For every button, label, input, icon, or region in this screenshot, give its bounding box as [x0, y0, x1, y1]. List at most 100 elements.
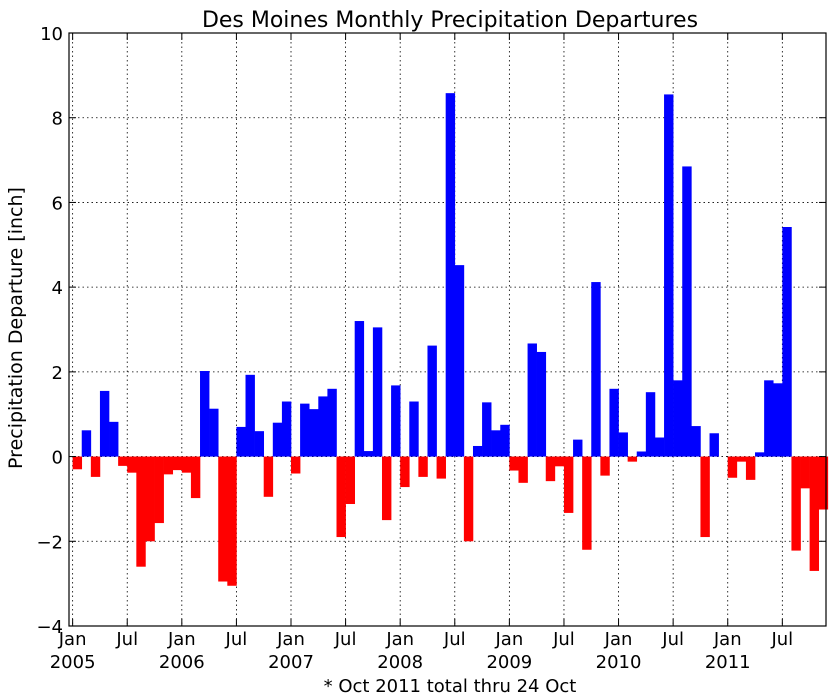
bar	[800, 456, 810, 489]
bar	[172, 456, 183, 471]
x-tick-year-label: 2008	[377, 652, 423, 673]
x-tick-label: Jan	[385, 629, 414, 650]
bar	[773, 383, 783, 457]
bar	[736, 456, 747, 462]
bar	[527, 343, 537, 457]
y-tick-label: 4	[52, 278, 63, 299]
bar	[709, 433, 719, 457]
bar	[218, 456, 228, 582]
bar	[536, 351, 547, 457]
y-tick-label: 10	[40, 24, 63, 45]
bar	[81, 430, 92, 457]
bar	[190, 456, 201, 499]
bar	[200, 371, 210, 457]
bar	[245, 374, 255, 457]
bar	[127, 456, 137, 473]
x-tick-label: Jul	[225, 629, 248, 650]
bar	[327, 388, 337, 457]
bar	[418, 456, 428, 477]
bar	[99, 390, 110, 457]
y-tick-label: 8	[52, 109, 63, 130]
bar	[573, 439, 583, 457]
x-tick-label: Jan	[58, 629, 87, 650]
bar	[209, 408, 219, 457]
bar	[627, 456, 638, 462]
bar	[700, 456, 710, 538]
bar	[554, 456, 565, 467]
plot-frame	[68, 32, 827, 627]
bar	[509, 456, 519, 471]
x-tick-label: Jan	[604, 629, 633, 650]
bar	[72, 456, 83, 470]
bar	[309, 409, 319, 457]
bar	[90, 456, 101, 477]
bar	[300, 403, 310, 457]
bar	[682, 166, 692, 457]
x-tick-year-label: 2009	[486, 652, 532, 673]
x-tick-year-label: 2007	[268, 652, 314, 673]
bar	[372, 327, 383, 457]
bar	[618, 432, 628, 457]
bar	[491, 430, 501, 457]
bar	[154, 456, 164, 524]
y-tick-label: −2	[36, 532, 63, 553]
bar	[645, 392, 656, 457]
x-tick-year-label: 2010	[596, 652, 642, 673]
bar	[336, 456, 346, 538]
bar	[136, 456, 146, 567]
y-tick-label: 6	[52, 193, 63, 214]
bars	[72, 93, 829, 586]
x-tick-year-label: 2006	[159, 652, 205, 673]
bar	[381, 456, 392, 521]
bar	[227, 456, 237, 586]
y-tick-label: 2	[52, 363, 63, 384]
y-axis-label: Precipitation Departure [inch]	[5, 187, 27, 469]
x-tick-label: Jan	[167, 629, 196, 650]
y-tick-label: −4	[36, 617, 63, 638]
bar	[400, 456, 410, 488]
bar	[472, 445, 483, 457]
bar	[518, 456, 528, 483]
bar	[145, 456, 155, 542]
axes	[68, 32, 827, 627]
bar	[691, 426, 701, 457]
bar	[673, 380, 683, 457]
bar	[363, 451, 374, 457]
bar	[664, 94, 674, 457]
chart-title: Des Moines Monthly Precipitation Departu…	[202, 8, 698, 33]
bar	[454, 265, 465, 457]
bar	[818, 456, 829, 510]
bar	[482, 402, 492, 457]
bar	[118, 456, 128, 466]
bar	[545, 456, 556, 482]
bar	[463, 456, 474, 542]
bar	[609, 388, 619, 457]
bar	[427, 345, 437, 457]
bar	[600, 456, 610, 476]
bar	[272, 422, 283, 457]
x-tick-label: Jan	[713, 629, 742, 650]
bar	[582, 456, 592, 550]
x-tick-label: Jan	[494, 629, 523, 650]
bar	[291, 456, 301, 474]
bar	[654, 437, 665, 457]
x-tick-label: Jul	[552, 629, 575, 650]
bar	[745, 456, 756, 480]
bar	[636, 451, 647, 457]
bar	[163, 456, 174, 475]
bar	[391, 385, 401, 457]
bar	[445, 93, 456, 457]
bar	[500, 424, 510, 457]
bar	[263, 456, 274, 497]
bar	[281, 401, 292, 457]
x-tick-label: Jul	[334, 629, 357, 650]
bar	[563, 456, 574, 513]
bar	[409, 401, 419, 457]
x-tick-label: Jul	[443, 629, 466, 650]
bar	[109, 421, 119, 457]
x-tick-label: Jul	[770, 629, 793, 650]
bar	[436, 456, 446, 479]
footnote: * Oct 2011 total thru 24 Oct	[324, 676, 577, 697]
